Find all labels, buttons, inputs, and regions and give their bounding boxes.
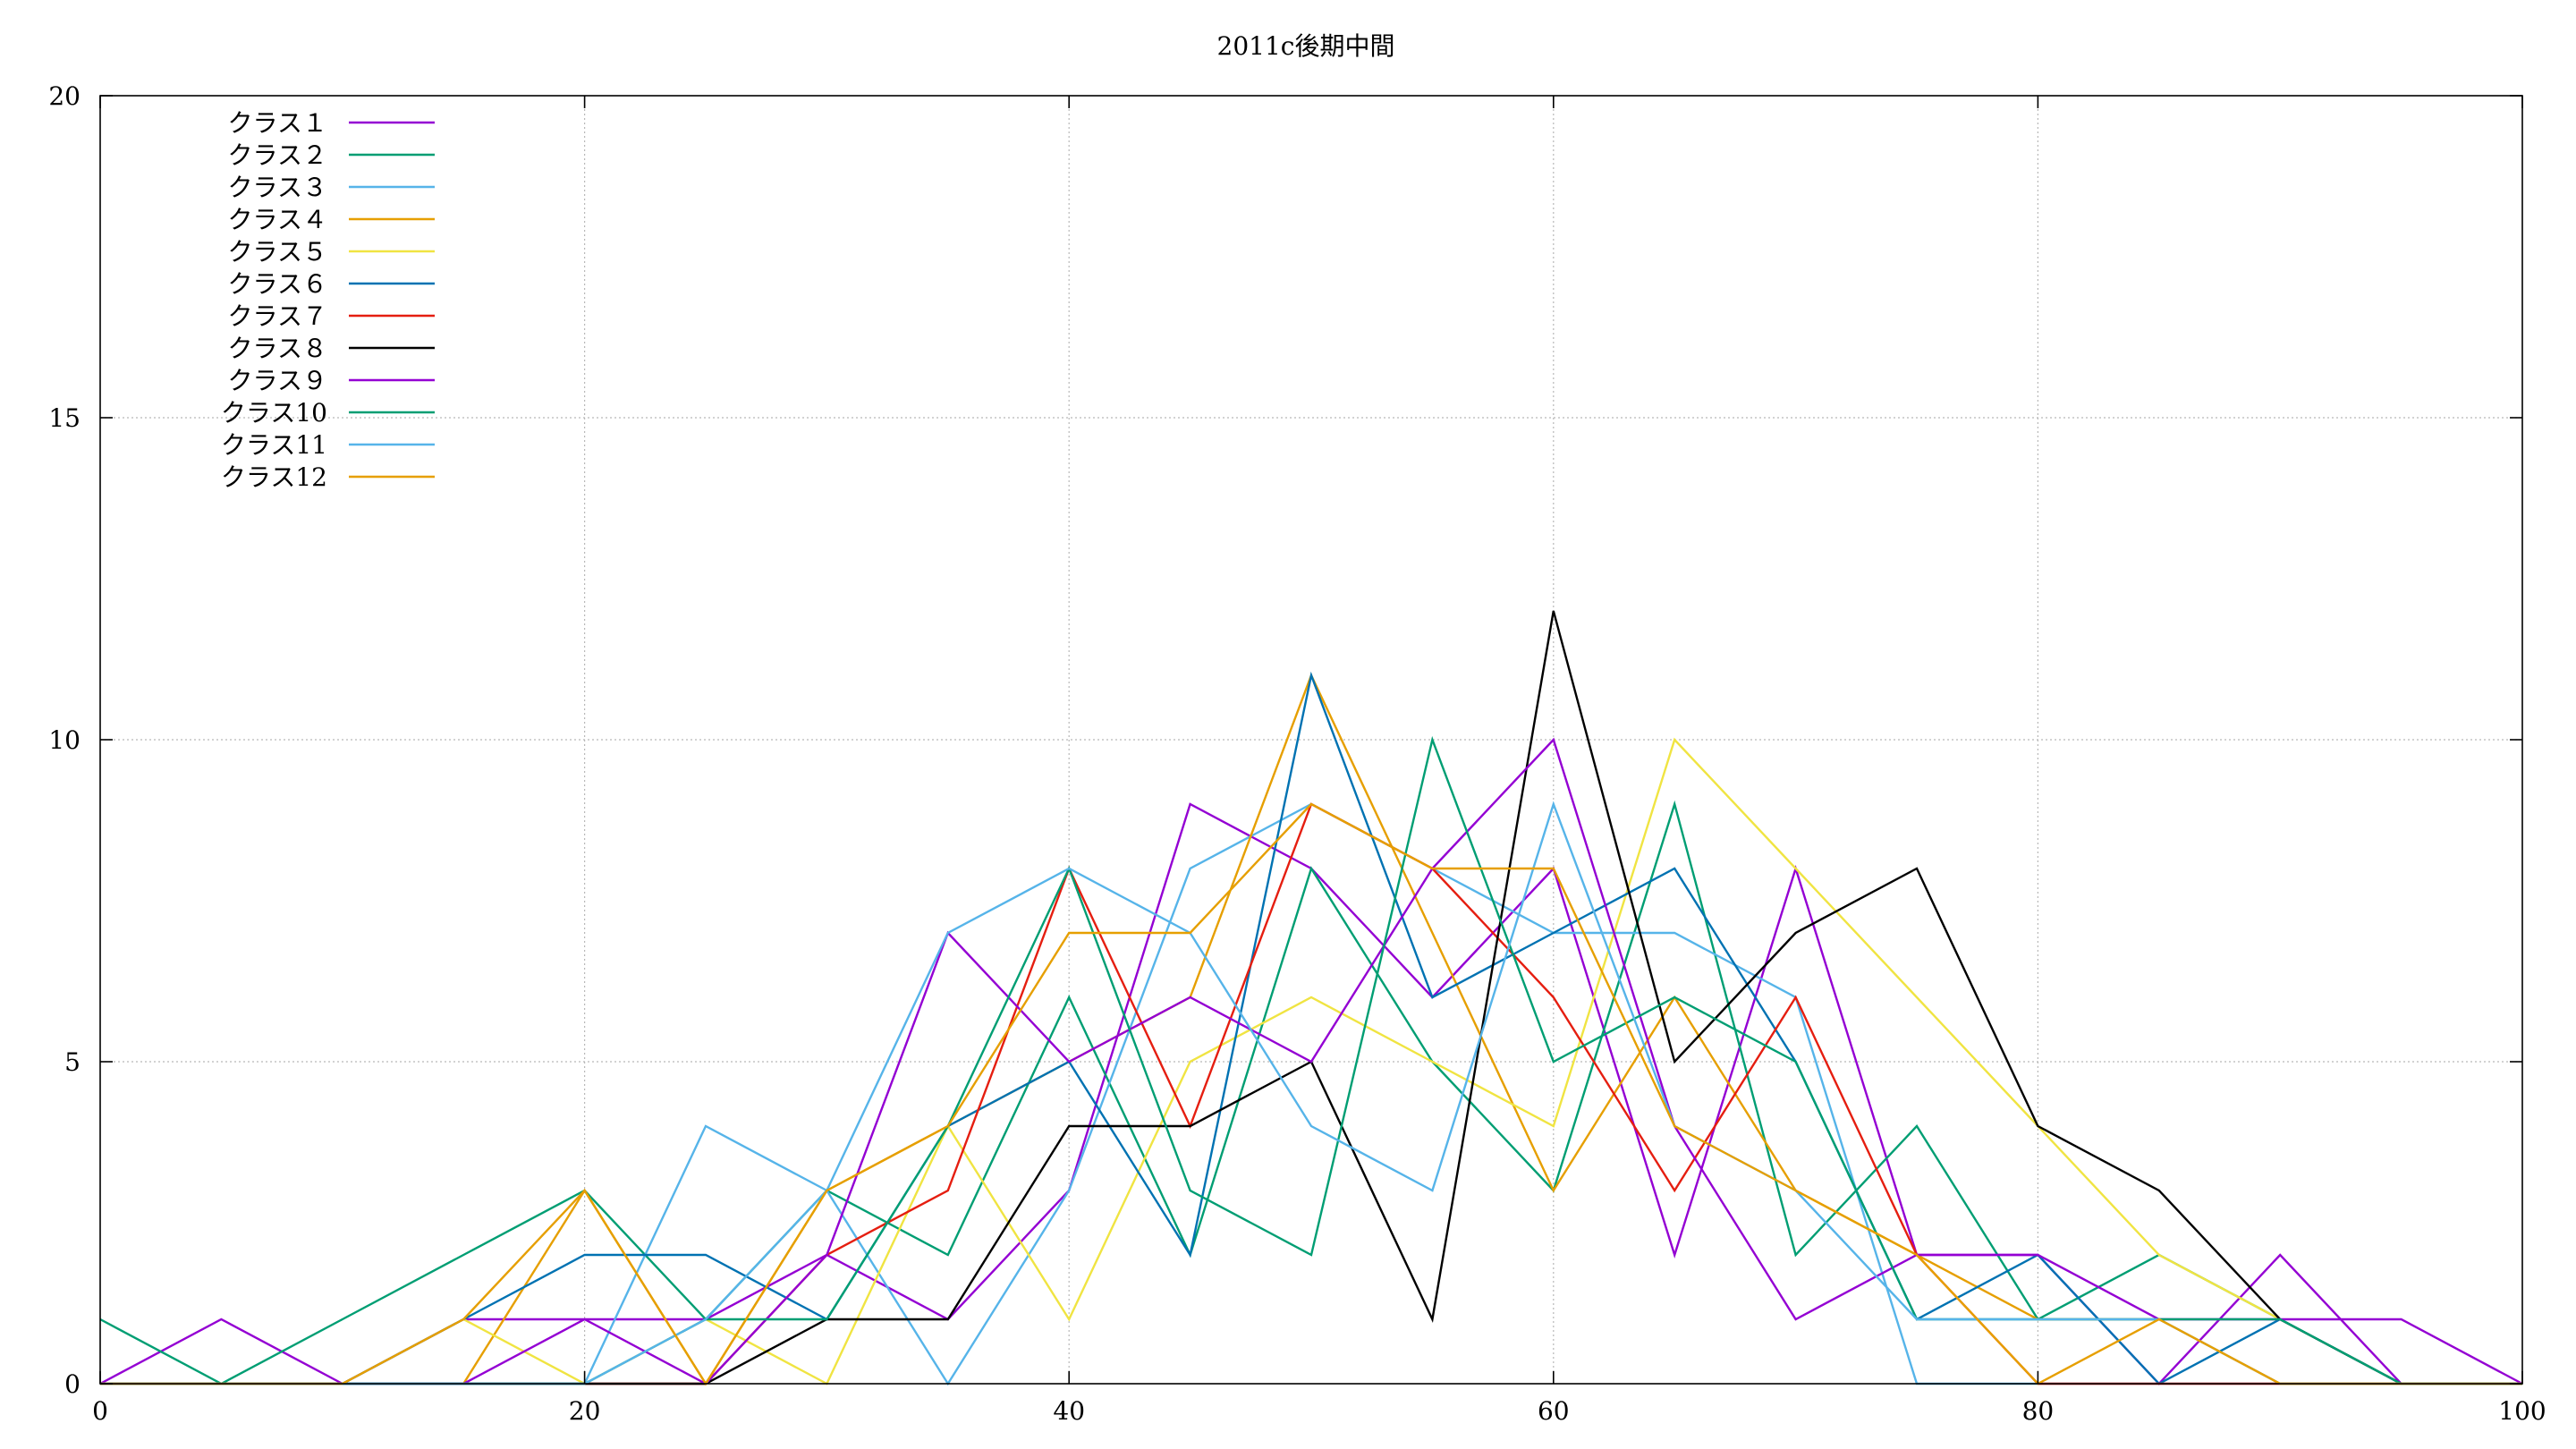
axis-ticks: 0 20 40 60 80 100 0 5 10 15 20 [48,81,2546,1426]
legend-label-3: クラス３ [228,173,327,202]
y-tick-label: 5 [64,1047,80,1077]
series-line-6 [100,671,2522,1385]
y-tick-label: 15 [48,403,80,433]
y-tick-label: 10 [48,725,80,755]
legend-label-10: クラス10 [221,398,327,428]
series-line-9 [100,737,2523,1385]
series-line-2 [99,800,2522,1385]
series-lines [99,610,2523,1386]
legend-label-2: クラス２ [228,140,327,170]
y-tick-label: 0 [64,1369,80,1399]
series-line-11 [100,801,2522,1385]
x-tick-label: 80 [2022,1396,2055,1426]
series-line-5 [100,737,2522,1385]
legend-label-1: クラス１ [228,108,327,138]
legend-label-5: クラス５ [228,237,327,267]
y-tick-label: 20 [48,81,80,111]
x-tick-label: 0 [92,1396,108,1426]
x-tick-label: 100 [2498,1396,2546,1426]
grid [100,96,2522,1384]
series-line-7 [100,802,2522,1385]
legend-label-8: クラス８ [228,334,327,363]
legend-label-11: クラス11 [221,430,327,460]
legend-label-7: クラス７ [228,301,327,331]
legend-label-4: クラス４ [228,205,327,234]
x-tick-label: 40 [1053,1396,1085,1426]
legend-label-6: クラス６ [228,269,327,299]
x-tick-label: 60 [1538,1396,1570,1426]
series-line-1 [99,802,2522,1385]
series-line-12 [100,802,2522,1386]
x-tick-label: 20 [569,1396,601,1426]
series-line-3 [100,802,2522,1386]
series-line-4 [100,672,2522,1386]
legend-label-12: クラス12 [221,462,327,492]
chart-title: 2011c後期中間 [1217,31,1395,61]
legend-label-9: クラス９ [228,366,327,395]
